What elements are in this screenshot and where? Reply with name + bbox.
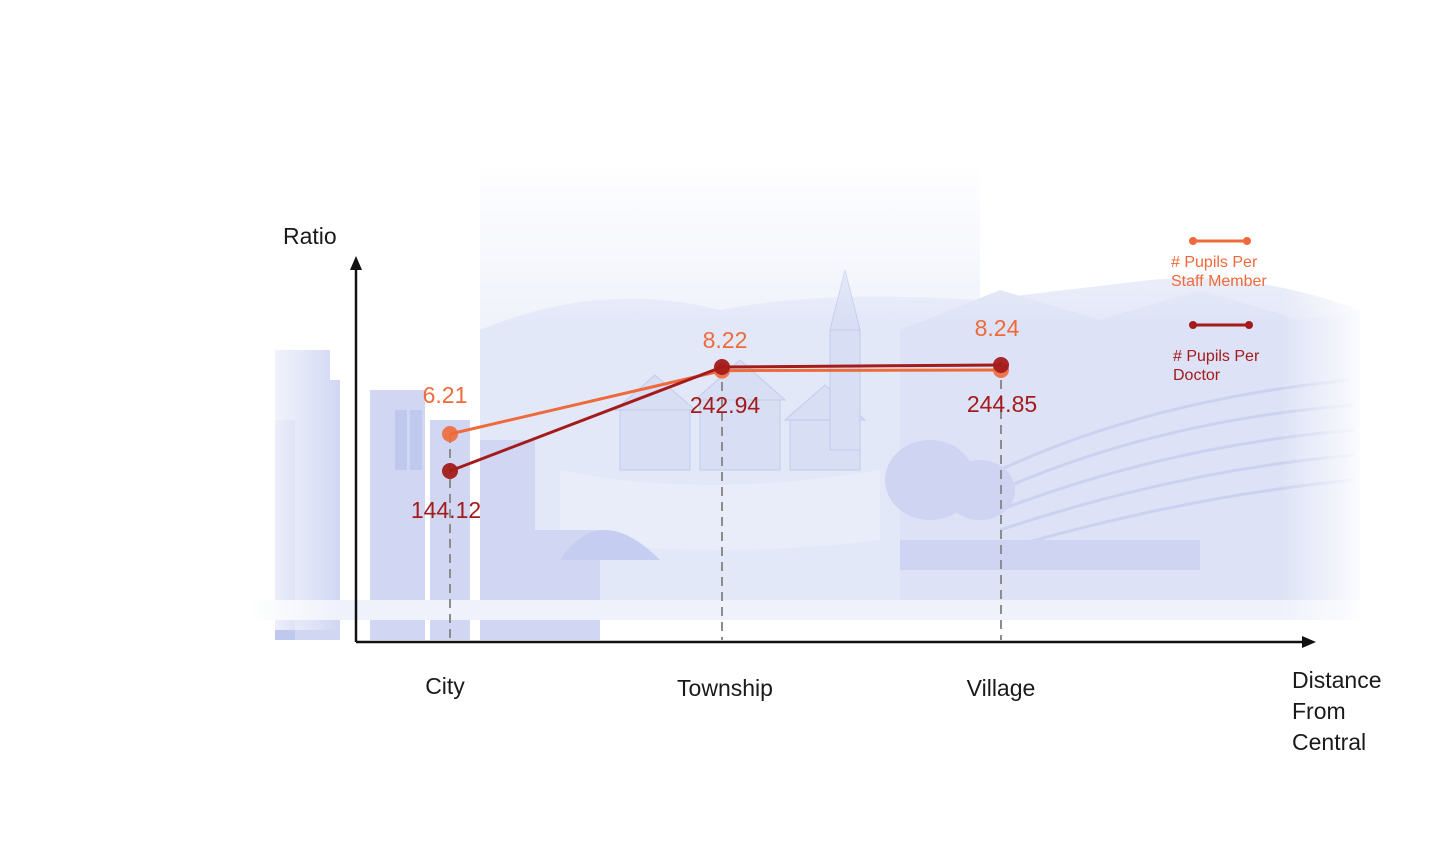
x-axis-title-line-2: From (1292, 698, 1346, 724)
legend-swatch-doctor-start (1189, 321, 1197, 329)
legend-item-doctor: # Pupils Per Doctor (1173, 321, 1260, 384)
data-point-doctor-city (442, 463, 458, 479)
series-pupils-per-doctor (442, 357, 1009, 479)
legend-label-doctor-line-2: Doctor (1173, 367, 1221, 384)
x-tick-label-township: Township (677, 675, 773, 701)
y-axis-arrow (350, 256, 362, 270)
legend-swatch-doctor-end (1245, 321, 1253, 329)
data-point-doctor-township (714, 359, 730, 376)
y-axis-title: Ratio (283, 223, 337, 249)
data-label-doctor-city: 144.12 (411, 497, 481, 523)
data-label-doctor-village: 244.85 (967, 391, 1037, 417)
x-axis-arrow (1302, 636, 1316, 648)
legend-label-staff-line-1: # Pupils Per (1171, 254, 1258, 271)
legend-swatch-staff-start (1189, 237, 1197, 245)
background-illustration (250, 160, 1370, 640)
x-tick-label-city: City (425, 673, 465, 699)
data-point-doctor-village (993, 357, 1009, 373)
x-axis-title-line-1: Distance (1292, 667, 1381, 693)
legend-swatch-staff-end (1243, 237, 1251, 245)
data-point-staff-city (442, 426, 458, 442)
data-label-staff-village: 8.24 (975, 315, 1020, 341)
legend-label-doctor-line-1: # Pupils Per (1173, 348, 1260, 365)
legend: # Pupils Per Staff Member # Pupils Per D… (1171, 237, 1267, 384)
axes (350, 256, 1316, 648)
legend-item-staff: # Pupils Per Staff Member (1171, 237, 1267, 290)
data-label-staff-city: 6.21 (423, 382, 468, 408)
x-tick-label-village: Village (967, 675, 1036, 701)
x-axis-title-line-3: Central (1292, 729, 1366, 755)
data-label-staff-township: 8.22 (703, 327, 748, 353)
x-axis-title: Distance From Central (1292, 667, 1381, 755)
data-label-doctor-township: 242.94 (690, 392, 761, 418)
legend-label-staff-line-2: Staff Member (1171, 273, 1267, 290)
